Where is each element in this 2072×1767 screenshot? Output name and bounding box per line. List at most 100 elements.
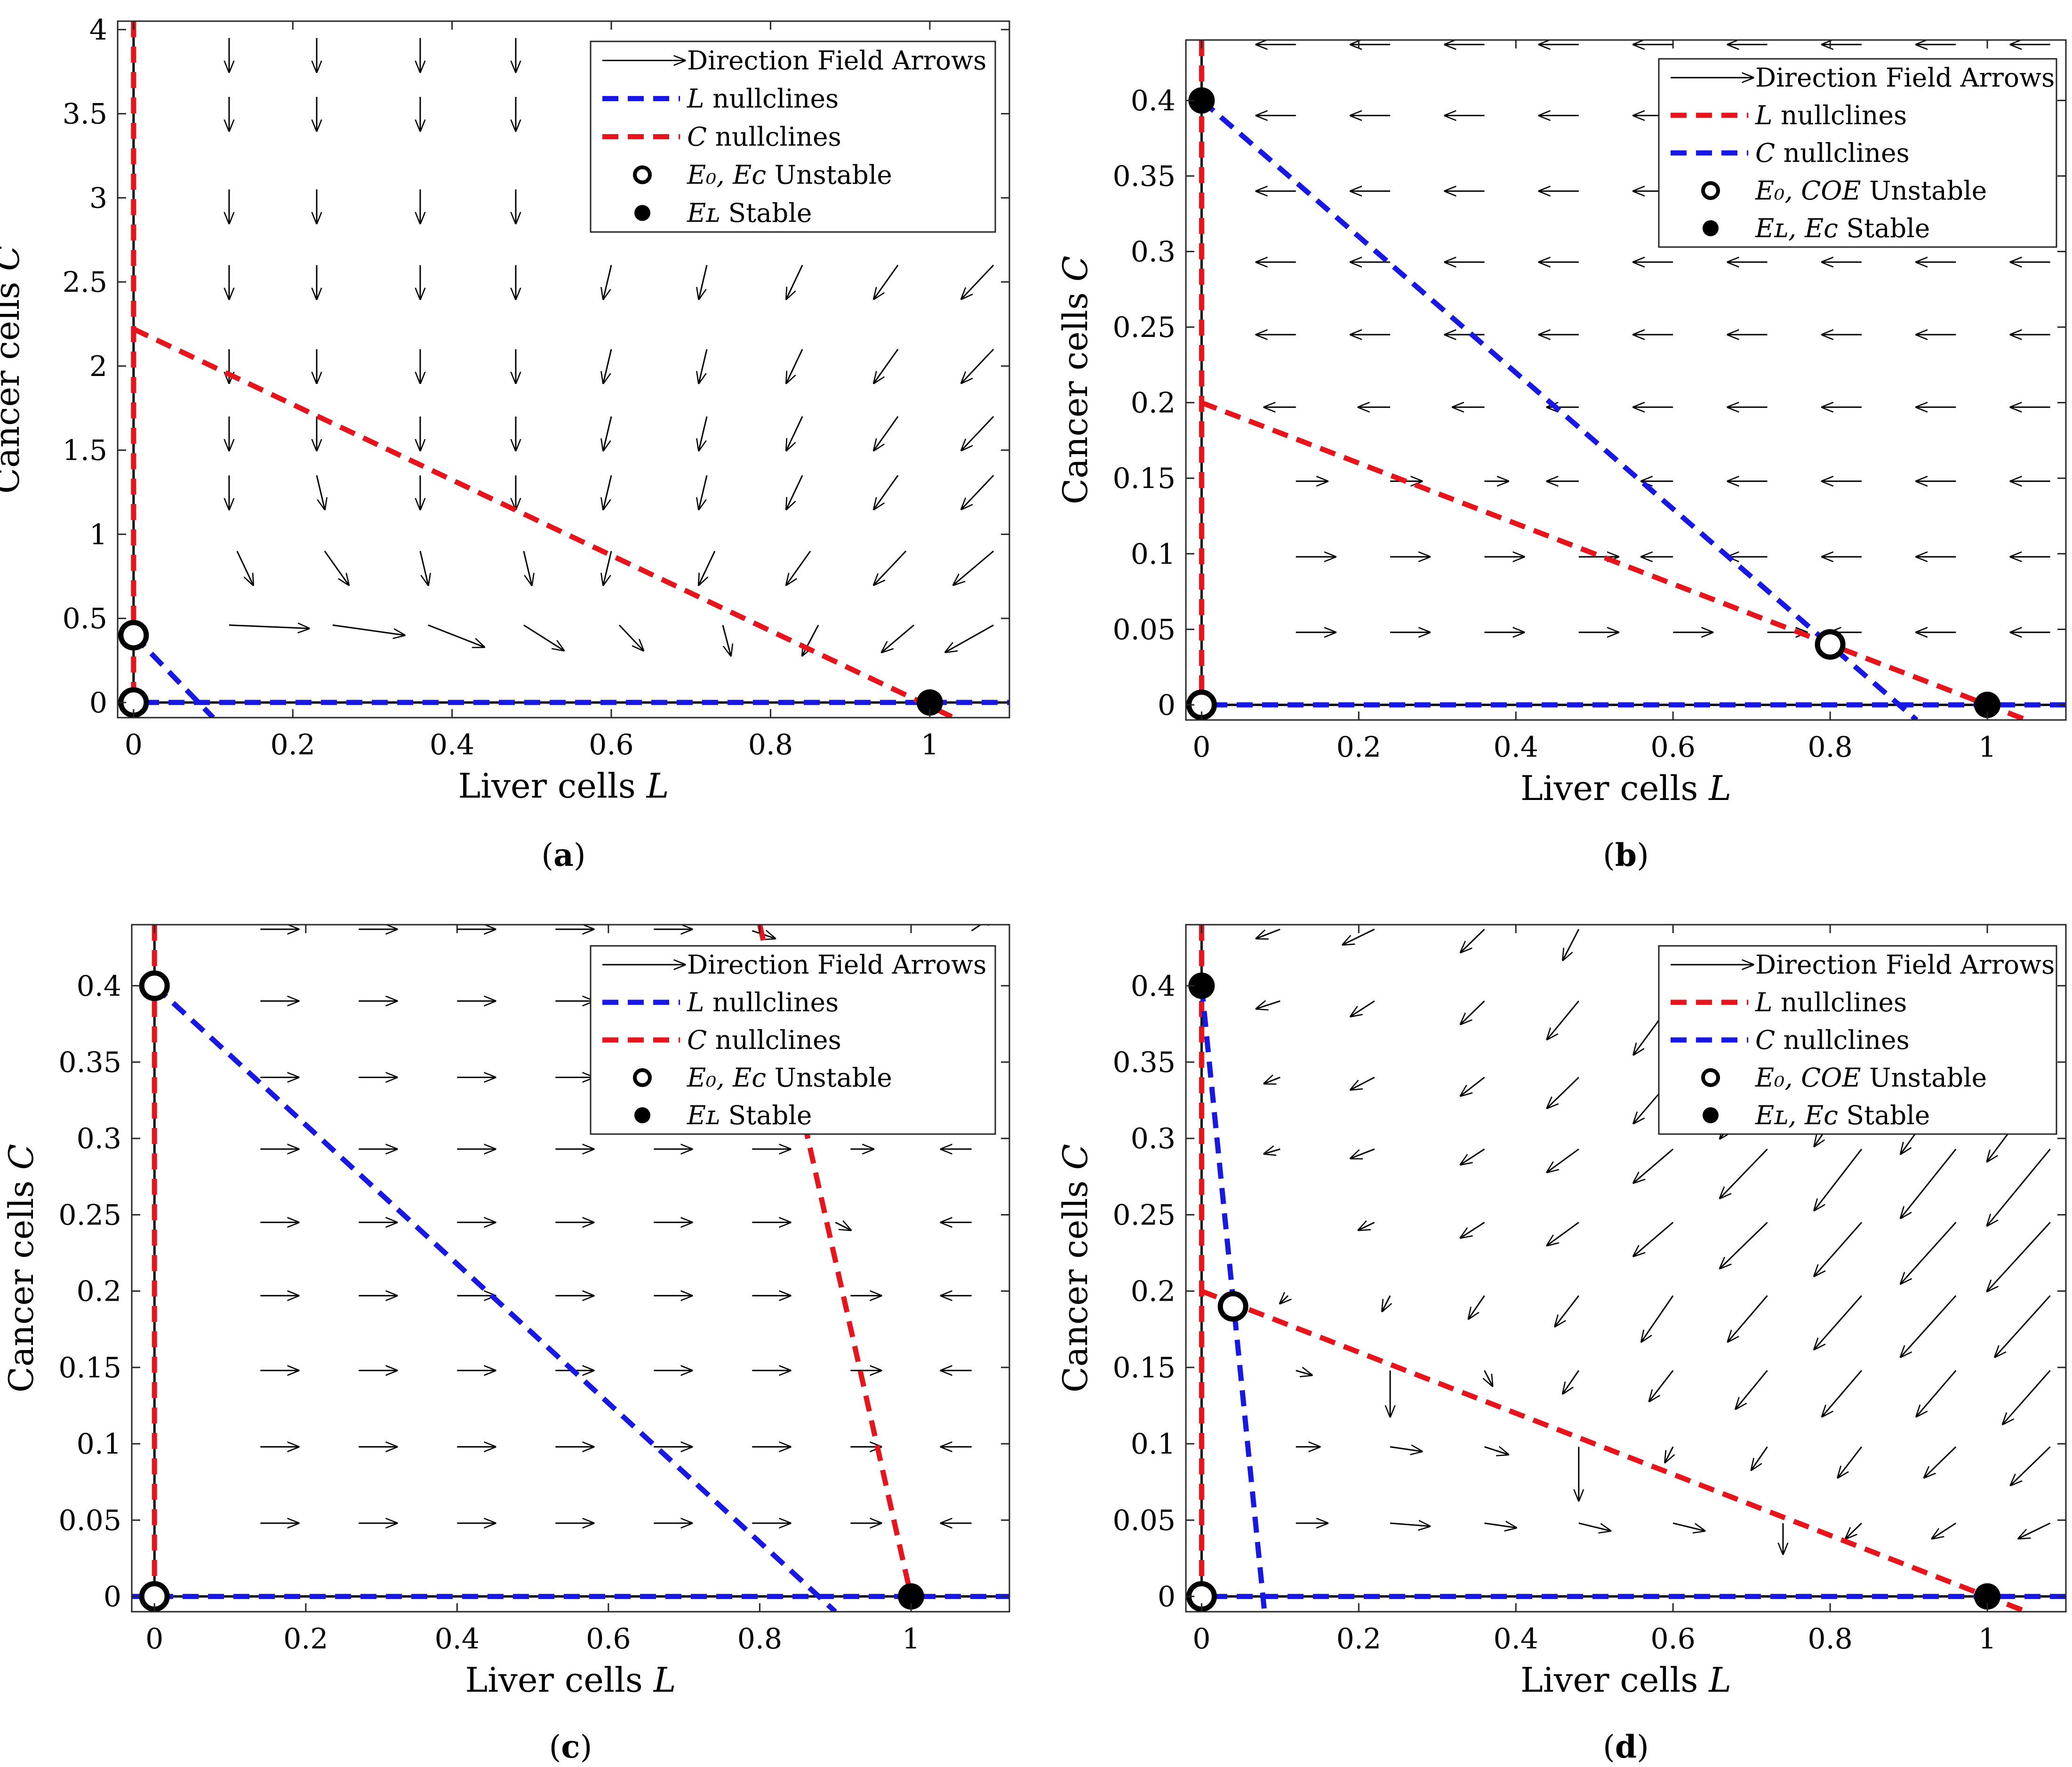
chart-d-field-arrow <box>1846 1522 1862 1538</box>
chart-a-field-arrow <box>603 265 612 298</box>
chart-d-legend-label: C nullclines <box>1755 1025 1910 1055</box>
chart-b-x-axis-label: Liver cells L <box>1520 768 1731 808</box>
chart-d-y-tick-label: 0.2 <box>1131 1275 1176 1308</box>
chart-b-legend-box <box>1658 58 2057 248</box>
chart-d-legend-label: L nullclines <box>1755 987 1907 1017</box>
chart-c-legend-open-marker <box>633 1068 652 1087</box>
chart-a-field-arrow <box>316 475 325 509</box>
chart-c-legend-label: Eʟ Stable <box>687 1100 812 1130</box>
chart-a-legend-label: L nullclines <box>687 84 839 114</box>
chart-d-field-arrow <box>1280 1295 1288 1303</box>
chart-d-field-arrow <box>1461 1222 1485 1238</box>
chart-a-field-arrow <box>699 416 708 450</box>
chart-c-legend-label: L nullclines <box>687 987 839 1017</box>
chart-d-field-arrow <box>1728 1295 1768 1341</box>
chart-d-field-arrow <box>1901 1295 1957 1357</box>
chart-d-field-arrow <box>1555 1295 1580 1326</box>
chart-b-x-tick-label: 1 <box>1978 731 1996 764</box>
chart-c-x-tick-label: 0.4 <box>435 1623 480 1655</box>
chart-a-field-arrow <box>699 475 708 509</box>
chart-c-nullcline-blue <box>152 983 837 1612</box>
chart-d-y-tick-label: 0.25 <box>1112 1199 1176 1231</box>
chart-c-y-tick-label: 0.4 <box>77 970 121 1003</box>
chart-d-field-arrow <box>1995 1295 2051 1357</box>
chart-b-legend-label: Direction Field Arrows <box>1755 63 2055 93</box>
chart-a-field-arrow <box>874 475 899 509</box>
chart-b-y-tick-label: 0.1 <box>1131 538 1176 571</box>
chart-d-x-tick-label: 0.4 <box>1494 1623 1538 1655</box>
chart-d-legend-label: Eʟ, Eᴄ Stable <box>1755 1100 1930 1130</box>
chart-a-field-arrow <box>699 349 708 383</box>
chart-a-x-tick-label: 0.2 <box>271 728 315 761</box>
chart-d-x-tick-label: 1 <box>1978 1623 1996 1655</box>
chart-a-field-arrow <box>786 475 803 509</box>
chart-a-y-tick-label: 1 <box>89 518 107 551</box>
chart-d-field-arrow <box>1987 1222 2051 1291</box>
chart-d-equilibrium-stable <box>1974 1583 2001 1610</box>
chart-a-y-tick-label: 2 <box>89 350 107 383</box>
chart-d-field-arrow <box>1461 1077 1485 1095</box>
chart-a-caption: (a) <box>541 837 585 873</box>
chart-a-field-arrow <box>961 264 994 298</box>
chart-d-y-axis-label: Cancer cells C <box>1056 1144 1095 1393</box>
chart-c-legend-label: Direction Field Arrows <box>687 950 986 980</box>
chart-d-legend-label: E₀, COE Unstable <box>1755 1063 1987 1093</box>
chart-a-field-arrow <box>961 349 994 383</box>
chart-d-field-arrow <box>1838 1446 1863 1478</box>
chart-d-field-arrow <box>1461 928 1485 952</box>
chart-a-field-arrow <box>699 551 716 584</box>
chart-a-field-arrow <box>961 416 994 450</box>
chart-d-y-tick-label: 0.05 <box>1112 1504 1176 1537</box>
chart-d-y-tick-label: 0 <box>1158 1581 1176 1614</box>
chart-c-y-tick-label: 0.2 <box>77 1275 121 1308</box>
chart-d-field-arrow <box>1264 1149 1280 1154</box>
chart-a-field-arrow <box>419 551 428 584</box>
chart-d-field-arrow <box>1264 1077 1280 1083</box>
chart-a-field-arrow <box>786 551 811 584</box>
chart-a-field-arrow <box>603 416 612 450</box>
chart-d-legend-filled-marker <box>1703 1107 1719 1123</box>
chart-b-y-tick-label: 0.25 <box>1112 311 1176 344</box>
chart-d-field-arrow <box>1351 1000 1375 1016</box>
chart-a-y-axis-label: Cancer cells C <box>0 245 27 494</box>
chart-a-y-tick-label: 3.5 <box>63 98 107 131</box>
chart-b-panel: 0 0.2 0.4 0.6 0.8 1 0 0.05 0.1 0.15 0.2 0.25 0.3 0.35… <box>1056 39 2067 808</box>
chart-c-caption: (c) <box>549 1728 592 1765</box>
chart-d-x-tick-label: 0.6 <box>1650 1623 1695 1655</box>
chart-b-x-tick-label: 0.4 <box>1494 731 1538 764</box>
chart-b-frame <box>1185 39 2067 721</box>
chart-a-field-arrow <box>603 349 612 383</box>
chart-d-field-arrow <box>1547 1148 1579 1172</box>
chart-d-field-arrow <box>1547 1222 1579 1246</box>
chart-b-equilibrium-stable <box>1974 691 2001 718</box>
chart-c-x-axis-label: Liver cells L <box>465 1660 676 1700</box>
chart-d-field-arrow <box>1256 928 1280 938</box>
chart-c-legend-label: E₀, Eᴄ Unstable <box>687 1063 892 1093</box>
chart-b-caption: (b) <box>1603 837 1649 873</box>
chart-a-field-arrow <box>874 264 899 298</box>
chart-b-y-tick-label: 0.15 <box>1112 462 1176 495</box>
chart-c-field-arrow <box>971 925 994 932</box>
chart-b-equilibrium-unstable <box>1815 629 1846 660</box>
chart-c-x-tick-label: 0.2 <box>283 1623 328 1655</box>
chart-d-field-arrow <box>1672 1522 1704 1531</box>
chart-d-field-arrow <box>1296 1370 1312 1375</box>
chart-c-y-tick-label: 0.05 <box>58 1504 121 1537</box>
chart-c-y-axis-label: Cancer cells C <box>1 1144 41 1393</box>
chart-a-equilibrium-unstable <box>118 620 149 651</box>
chart-b-x-tick-label: 0.6 <box>1650 731 1695 764</box>
chart-b-x-tick-label: 0.2 <box>1336 731 1381 764</box>
chart-a-y-tick-label: 0 <box>89 687 107 720</box>
chart-a-field-arrow <box>722 625 731 655</box>
chart-c-x-tick-label: 0.8 <box>737 1623 782 1655</box>
chart-a-field-arrow <box>618 624 643 650</box>
chart-a-legend-label: E₀, Eᴄ Unstable <box>687 160 892 190</box>
chart-b-equilibrium-stable <box>1188 87 1215 114</box>
chart-d-field-arrow <box>1563 1370 1580 1393</box>
chart-a-field-arrow <box>786 349 803 383</box>
chart-d-field-arrow <box>1484 1447 1508 1455</box>
chart-d-y-tick-label: 0.35 <box>1112 1046 1176 1079</box>
chart-d-y-tick-label: 0.4 <box>1131 970 1176 1003</box>
chart-b-y-tick-label: 0.05 <box>1112 613 1176 646</box>
